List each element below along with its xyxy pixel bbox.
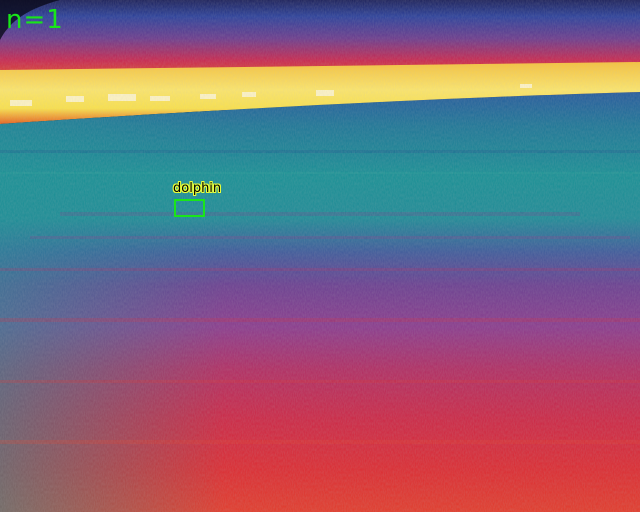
detection-count-label: n=1 — [6, 5, 64, 35]
detection-class-label: dolphin — [173, 181, 222, 196]
detection-bounding-box — [174, 199, 205, 217]
